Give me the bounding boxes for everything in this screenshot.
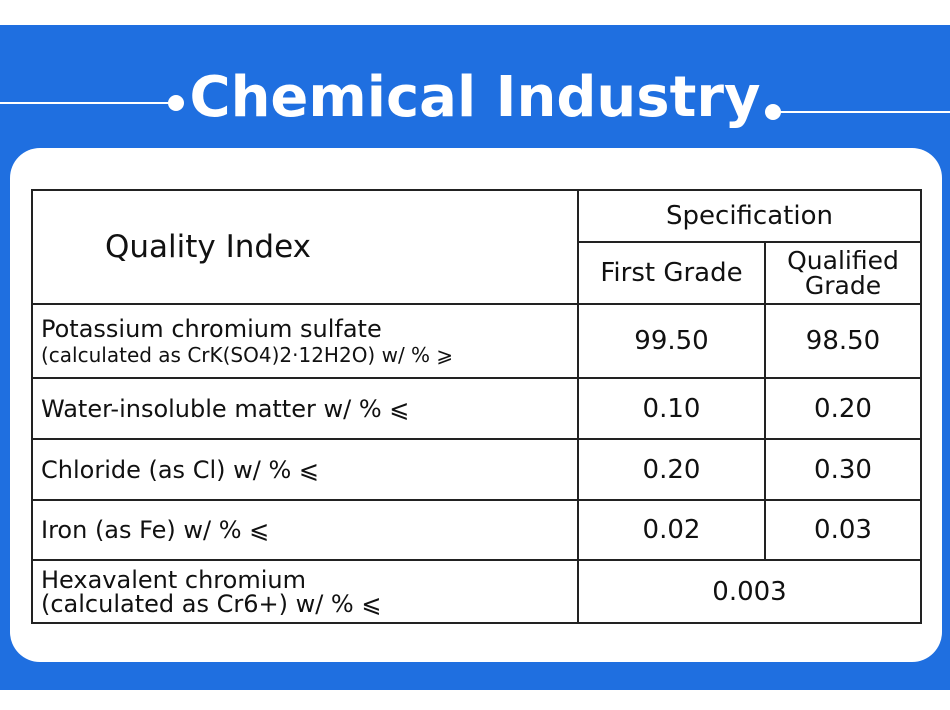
first-grade-value: 0.02	[577, 499, 766, 561]
first-grade-value: 0.10	[577, 377, 766, 440]
qualified-grade-line2: Grade	[804, 271, 882, 300]
table-row: Hexavalent chromium (calculated as Cr6+)…	[31, 559, 922, 624]
table-header-row: Quality Index Specification	[31, 189, 922, 305]
qualified-grade-value: 98.50	[764, 303, 922, 379]
page-title: Chemical Industry	[189, 65, 761, 130]
row-label-chloride: Chloride (as Cl) w/ % ⩽	[31, 438, 579, 501]
qualified-grade-line1: Qualified	[787, 246, 899, 275]
first-grade-header: First Grade	[577, 241, 766, 305]
row-label-iron: Iron (as Fe) w/ % ⩽	[31, 499, 579, 561]
qualified-grade-header: Qualified Grade	[764, 241, 922, 305]
row-label-hexavalent-chromium: Hexavalent chromium (calculated as Cr6+)…	[31, 559, 579, 624]
qualified-grade-value: 0.30	[764, 438, 922, 501]
title-right-dot	[765, 104, 781, 120]
first-grade-value: 99.50	[577, 303, 766, 379]
merged-grade-value: 0.003	[577, 559, 922, 624]
row-label-line1: Hexavalent chromium	[41, 565, 306, 594]
grade-header-row: First Grade Qualified Grade	[32, 241, 922, 305]
table-row: Water-insoluble matter w/ % ⩽ 0.10 0.20	[31, 377, 922, 440]
title-left-dot	[168, 95, 184, 111]
qualified-grade-value: 0.20	[764, 377, 922, 440]
qualified-grade-value: 0.03	[764, 499, 922, 561]
title-left-line	[0, 102, 170, 104]
table-row: Potassium chromium sulfate (calculated a…	[31, 303, 922, 379]
table-row: Chloride (as Cl) w/ % ⩽ 0.20 0.30	[31, 438, 922, 501]
row-label-potassium-chromium-sulfate: Potassium chromium sulfate (calculated a…	[31, 303, 579, 379]
quality-index-header: Quality Index	[31, 189, 579, 305]
specification-header: Specification	[577, 189, 922, 243]
row-label-line1: Potassium chromium sulfate	[41, 315, 382, 343]
row-label-line2: (calculated as Cr6+) w/ % ⩽	[41, 589, 382, 618]
table-row: Iron (as Fe) w/ % ⩽ 0.02 0.03	[31, 499, 922, 561]
title-right-line	[778, 111, 950, 113]
quality-spec-table: Quality Index Specification First Grade …	[31, 189, 922, 624]
row-label-water-insoluble: Water-insoluble matter w/ % ⩽	[31, 377, 579, 440]
first-grade-value: 0.20	[577, 438, 766, 501]
row-label-line2: (calculated as CrK(SO4)2·12H2O) w/ % ⩾	[41, 343, 454, 367]
